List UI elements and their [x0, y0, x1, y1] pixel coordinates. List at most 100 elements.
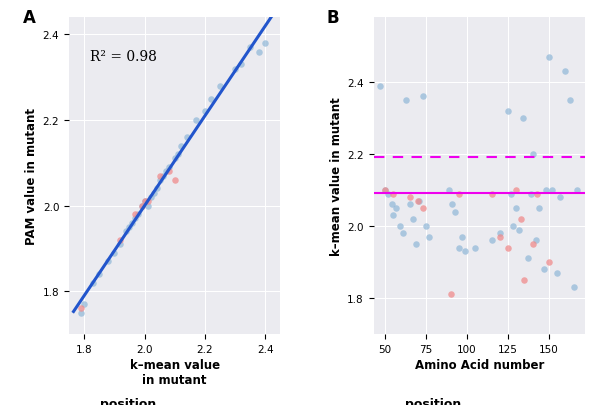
Point	[230, 66, 240, 72]
Point	[155, 173, 164, 179]
Point	[140, 198, 149, 205]
Point	[444, 187, 454, 194]
Point	[260, 40, 270, 47]
Point	[401, 98, 411, 104]
Point	[421, 223, 431, 230]
Text: B: B	[327, 9, 340, 27]
Point	[413, 198, 422, 205]
Point	[236, 62, 246, 68]
X-axis label: k–mean value
in mutant: k–mean value in mutant	[130, 358, 220, 386]
Point	[418, 205, 428, 212]
Point	[565, 98, 575, 104]
Point	[76, 309, 86, 316]
Point	[451, 209, 460, 215]
Point	[387, 202, 397, 208]
Point	[461, 248, 470, 255]
Y-axis label: k–mean value in mutant: k–mean value in mutant	[330, 97, 343, 256]
Point	[487, 238, 496, 244]
Point	[103, 258, 113, 265]
Point	[375, 83, 385, 90]
Point	[539, 266, 549, 273]
Point	[446, 292, 455, 298]
Point	[143, 198, 152, 205]
Point	[170, 156, 179, 162]
Point	[511, 205, 521, 212]
Point	[116, 241, 125, 248]
Point	[388, 191, 398, 197]
Point	[556, 194, 565, 201]
Point	[164, 164, 173, 171]
Point	[544, 55, 554, 61]
Point	[395, 223, 404, 230]
Point	[140, 198, 149, 205]
Point	[520, 277, 529, 284]
Point	[76, 305, 86, 312]
Point	[405, 194, 415, 201]
Point	[508, 223, 518, 230]
Point	[518, 115, 527, 122]
Point	[448, 202, 457, 208]
Point	[398, 230, 408, 237]
Point	[470, 245, 480, 251]
Point	[383, 191, 393, 197]
X-axis label: Amino Acid number: Amino Acid number	[415, 358, 544, 371]
Point	[79, 301, 89, 307]
Point	[523, 256, 532, 262]
Point	[200, 109, 210, 115]
Point	[110, 250, 119, 256]
Text: R² = 0.98: R² = 0.98	[90, 50, 157, 64]
Point	[503, 245, 513, 251]
Point	[176, 143, 185, 149]
Point	[569, 284, 578, 291]
Point	[137, 203, 146, 209]
Point	[544, 259, 554, 266]
Point	[116, 237, 125, 243]
Legend: inner, outer: inner, outer	[369, 397, 497, 405]
Point	[170, 177, 179, 184]
Point	[541, 187, 550, 194]
Point	[424, 234, 434, 241]
Point	[515, 227, 524, 233]
Point	[547, 187, 557, 194]
Point	[516, 216, 526, 222]
Point	[143, 203, 152, 209]
Point	[137, 203, 146, 209]
Point	[94, 271, 104, 277]
Point	[182, 134, 191, 141]
Text: A: A	[22, 9, 35, 27]
Point	[511, 187, 521, 194]
Point	[161, 168, 170, 175]
Point	[134, 211, 143, 218]
Point	[528, 241, 538, 247]
Point	[254, 49, 264, 55]
Point	[506, 191, 516, 197]
Point	[173, 151, 182, 158]
Point	[152, 186, 161, 192]
Point	[191, 117, 200, 124]
Point	[503, 108, 513, 115]
Y-axis label: PAM value in mutant: PAM value in mutant	[25, 108, 38, 245]
Point	[125, 224, 134, 230]
Point	[128, 220, 137, 226]
Point	[495, 230, 505, 237]
Legend: inner, outer: inner, outer	[65, 397, 193, 405]
Point	[487, 191, 496, 197]
Point	[215, 83, 225, 90]
Point	[388, 213, 398, 219]
Point	[131, 211, 140, 218]
Point	[415, 198, 424, 205]
Point	[528, 151, 538, 158]
Point	[155, 177, 164, 184]
Point	[206, 96, 216, 102]
Point	[245, 45, 255, 51]
Point	[418, 94, 428, 100]
Point	[131, 215, 140, 222]
Point	[533, 191, 542, 197]
Point	[454, 245, 464, 251]
Point	[146, 194, 155, 201]
Point	[380, 187, 390, 194]
Point	[88, 280, 98, 286]
Point	[122, 228, 131, 235]
Point	[560, 69, 570, 75]
Point	[553, 270, 562, 276]
